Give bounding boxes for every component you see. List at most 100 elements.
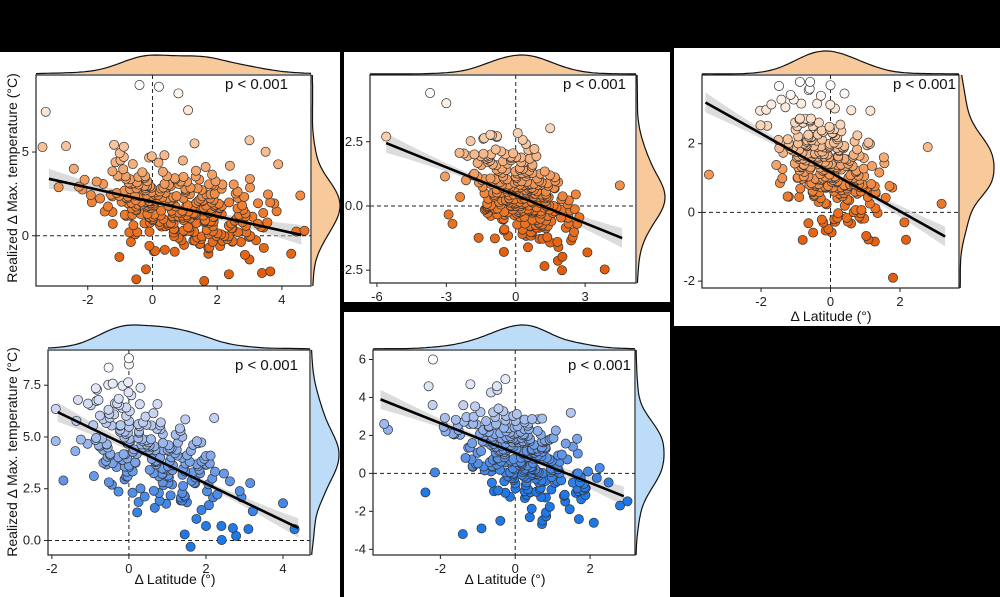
data-point: [107, 378, 118, 389]
data-point: [50, 436, 61, 447]
data-point: [189, 138, 200, 149]
data-point: [901, 234, 911, 245]
y-tick-label: 2: [688, 136, 695, 151]
density-curve: [35, 54, 312, 75]
x-tick-label: 4: [279, 561, 286, 576]
data-point: [780, 102, 791, 113]
data-point: [107, 166, 118, 177]
data-point: [425, 88, 436, 98]
data-point: [201, 521, 211, 531]
data-point: [90, 383, 101, 394]
data-point: [603, 477, 614, 488]
data-point: [273, 159, 284, 170]
data-point: [183, 222, 193, 233]
data-point: [771, 160, 782, 170]
scatter-plot-area: [372, 349, 636, 556]
trend-line: [380, 398, 625, 498]
y-axis-ticks: -4 -2 0 2 4 6: [354, 351, 373, 556]
data-point: [234, 486, 245, 497]
data-point: [470, 401, 481, 412]
y-tick-label: 6: [359, 351, 366, 366]
data-point: [180, 414, 191, 425]
y-tick-label: 7.5: [23, 377, 41, 392]
data-point: [144, 464, 155, 475]
data-point: [803, 129, 814, 140]
data-point: [527, 414, 538, 425]
data-point: [441, 98, 452, 109]
p-value-annotation: p < 0.001: [893, 76, 956, 93]
data-point: [135, 483, 146, 494]
data-point: [123, 377, 134, 388]
data-point: [244, 173, 255, 184]
y-axis-title: Realized Δ Max. temperature (°C): [4, 347, 20, 556]
x-axis-ticks: -2 0 2 4: [46, 555, 287, 576]
data-point: [564, 504, 575, 515]
data-point: [155, 417, 166, 428]
data-point: [565, 407, 576, 418]
data-point: [70, 446, 81, 457]
y-tick-label: -2.5: [341, 262, 363, 277]
data-point: [884, 181, 895, 191]
data-point: [888, 272, 898, 283]
data-point: [569, 204, 580, 215]
x-tick-label: 2: [214, 292, 221, 307]
data-point: [532, 425, 543, 436]
data-point: [239, 191, 250, 202]
data-point: [148, 408, 159, 419]
density-curve: [702, 50, 959, 75]
data-point: [481, 416, 492, 427]
x-tick-label: -2: [755, 294, 767, 309]
density-fill: [702, 51, 959, 74]
data-point: [37, 142, 48, 153]
data-point: [83, 398, 93, 409]
data-point: [796, 98, 807, 109]
data-point: [495, 515, 506, 526]
data-point: [157, 166, 168, 177]
data-point: [878, 152, 889, 163]
y-axis-ticks: 05: [22, 144, 36, 243]
data-point: [557, 251, 568, 262]
data-point: [583, 466, 593, 477]
data-point: [526, 503, 537, 514]
density-fill: [36, 55, 311, 74]
data-point: [191, 165, 201, 176]
data-point: [490, 144, 501, 155]
y-tick-label: 2.5: [345, 134, 363, 149]
data-point: [200, 162, 211, 172]
data-points: [379, 354, 633, 540]
data-point: [191, 513, 202, 524]
data-point: [185, 541, 196, 552]
data-point: [458, 400, 469, 411]
data-point: [457, 529, 468, 540]
data-point: [68, 163, 79, 174]
data-point: [557, 265, 567, 276]
data-point: [936, 198, 947, 209]
data-point: [450, 414, 461, 425]
data-point: [867, 161, 877, 172]
data-point: [703, 169, 714, 180]
data-point: [591, 472, 602, 483]
data-point: [508, 148, 519, 159]
x-tick-label: -2: [435, 561, 447, 576]
data-point: [73, 394, 83, 405]
data-point: [465, 379, 476, 390]
data-point: [825, 80, 836, 91]
data-point: [123, 353, 134, 364]
density-fill: [370, 55, 636, 74]
data-point: [427, 354, 438, 365]
data-point: [118, 164, 129, 175]
data-point: [173, 88, 184, 99]
data-point: [75, 434, 86, 445]
data-point: [224, 476, 235, 487]
data-point: [107, 218, 118, 229]
marginal-right-density: [959, 74, 995, 288]
data-point: [219, 468, 229, 479]
data-point: [239, 249, 250, 260]
data-point: [137, 167, 148, 178]
data-point: [109, 139, 120, 150]
data-point: [61, 141, 71, 152]
data-point: [582, 247, 593, 258]
data-point: [135, 382, 146, 393]
data-point: [85, 190, 96, 201]
data-point: [205, 450, 216, 461]
